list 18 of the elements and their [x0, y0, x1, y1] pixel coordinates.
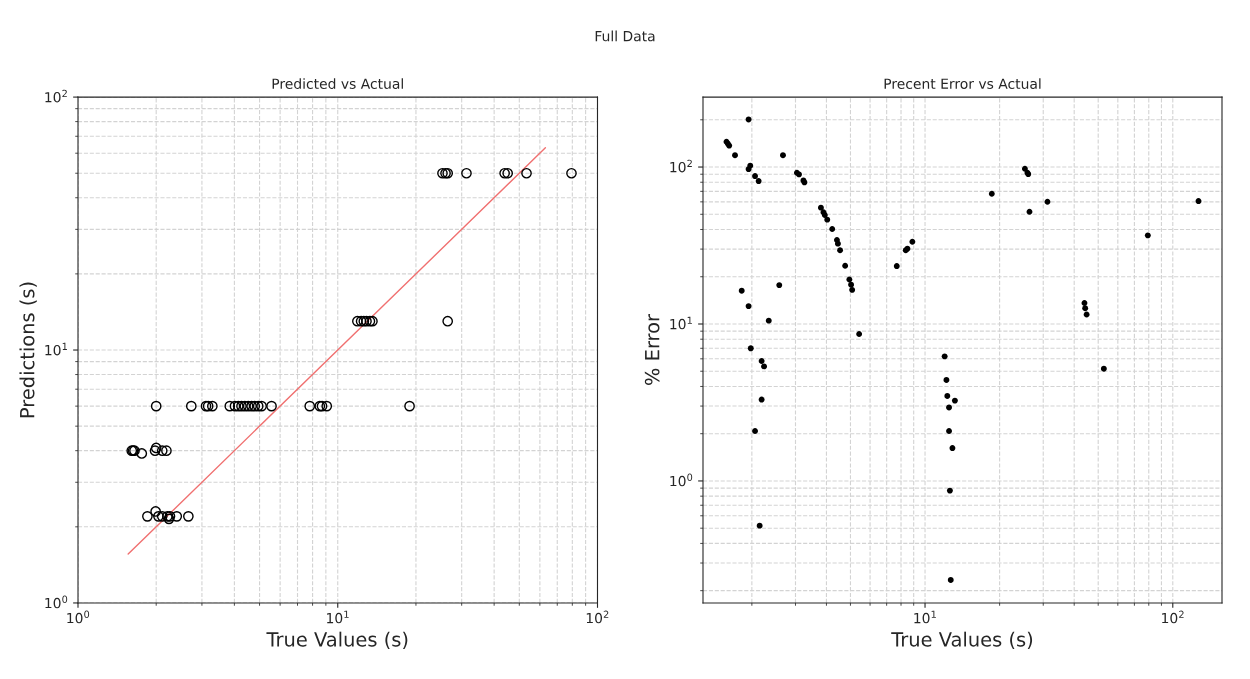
y-tick-label: 10$^{1}$: [670, 316, 692, 330]
y-axis-title: % Error: [644, 314, 660, 385]
x-tick-label: 10$^{1}$: [914, 610, 936, 624]
y-tick-label: 10$^{2}$: [45, 89, 67, 103]
y-tick-label: 10$^{2}$: [670, 159, 692, 173]
text: Full Data: [595, 30, 655, 42]
y-tick-label: 10$^{0}$: [670, 473, 693, 487]
chart-title: Predicted vs Actual: [272, 78, 403, 89]
x-tick-label: 10$^{2}$: [586, 610, 609, 624]
x-axis-title: True Values (s): [891, 631, 1033, 650]
y-tick-label: 10$^{1}$: [45, 342, 67, 356]
y-tick-label: 10$^{0}$: [45, 595, 68, 609]
x-axis-title: True Values (s): [266, 631, 408, 650]
y-axis-title: Predictions (s): [19, 282, 37, 418]
x-tick-label: 10$^{1}$: [327, 610, 349, 624]
chart-title: Precent Error vs Actual: [884, 78, 1041, 89]
x-tick-label: 10$^{2}$: [1162, 610, 1184, 624]
x-tick-label: 10$^{0}$: [67, 610, 90, 624]
